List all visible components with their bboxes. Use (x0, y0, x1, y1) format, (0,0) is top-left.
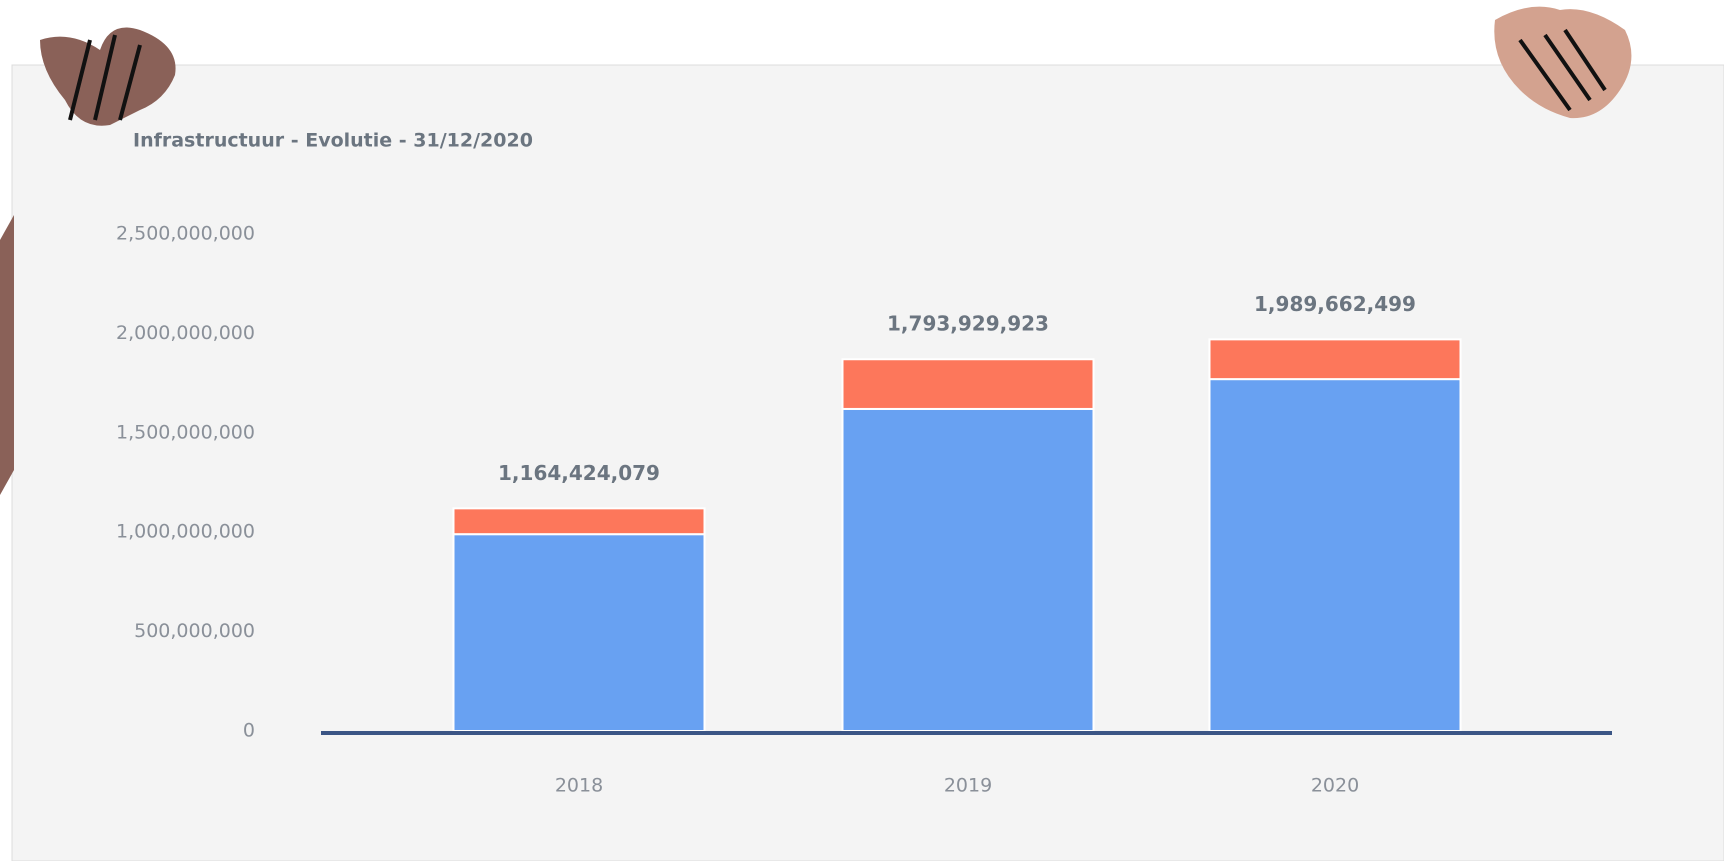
y-tick-label: 0 (243, 720, 255, 742)
x-tick-label: 2018 (555, 775, 603, 797)
y-tick-label: 2,000,000,000 (116, 322, 255, 344)
bar-segment (1208, 378, 1462, 732)
y-tick-label: 1,000,000,000 (116, 521, 255, 543)
bar-segment (452, 507, 706, 536)
total-label: 1,793,929,923 (887, 312, 1049, 336)
x-tick-label: 2019 (944, 775, 992, 797)
hand-right (1494, 6, 1632, 119)
bar-segment (841, 407, 1095, 732)
hand-left (40, 27, 176, 126)
y-tick-label: 1,500,000,000 (116, 421, 255, 443)
bar-segment (841, 358, 1095, 410)
total-label: 1,164,424,079 (498, 461, 660, 485)
bar-segment (1208, 338, 1462, 381)
chart-title: Infrastructuur - Evolutie - 31/12/2020 (133, 130, 533, 152)
y-tick-label: 500,000,000 (134, 620, 255, 642)
y-tick-label: 2,500,000,000 (116, 223, 255, 245)
decor-arm (0, 215, 14, 495)
bar-segment (452, 533, 706, 732)
total-label: 1,989,662,499 (1254, 292, 1416, 316)
x-tick-label: 2020 (1311, 775, 1359, 797)
